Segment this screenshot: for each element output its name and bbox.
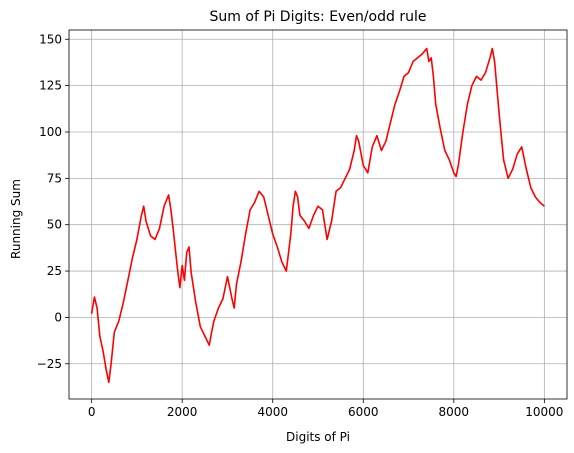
y-axis-label: Running Sum xyxy=(9,179,23,259)
axes-frame xyxy=(68,29,568,400)
x-tick-label: 10000 xyxy=(525,405,563,419)
x-tick-label: 4000 xyxy=(257,405,288,419)
y-axis-ticks: −25 0 25 50 75 100 125 150 xyxy=(37,32,69,371)
y-tick-label: 100 xyxy=(39,125,62,139)
y-tick-label: 50 xyxy=(47,218,62,232)
y-tick-label: 0 xyxy=(54,310,62,324)
series-layer xyxy=(90,47,545,384)
x-tick-label: 2000 xyxy=(167,405,198,419)
grid-lines xyxy=(69,30,567,399)
y-tick-label: 150 xyxy=(39,32,62,46)
series-line xyxy=(90,47,545,384)
x-axis-label: Digits of Pi xyxy=(286,430,350,444)
x-tick-label: 0 xyxy=(88,405,96,419)
x-tick-label: 8000 xyxy=(439,405,470,419)
x-axis-ticks: 0 2000 4000 6000 8000 10000 xyxy=(88,399,563,419)
y-tick-label: −25 xyxy=(37,357,62,371)
y-tick-label: 75 xyxy=(47,171,62,185)
x-tick-label: 6000 xyxy=(348,405,379,419)
y-tick-label: 125 xyxy=(39,79,62,93)
y-tick-label: 25 xyxy=(47,264,62,278)
chart-title: Sum of Pi Digits: Even/odd rule xyxy=(210,9,427,25)
